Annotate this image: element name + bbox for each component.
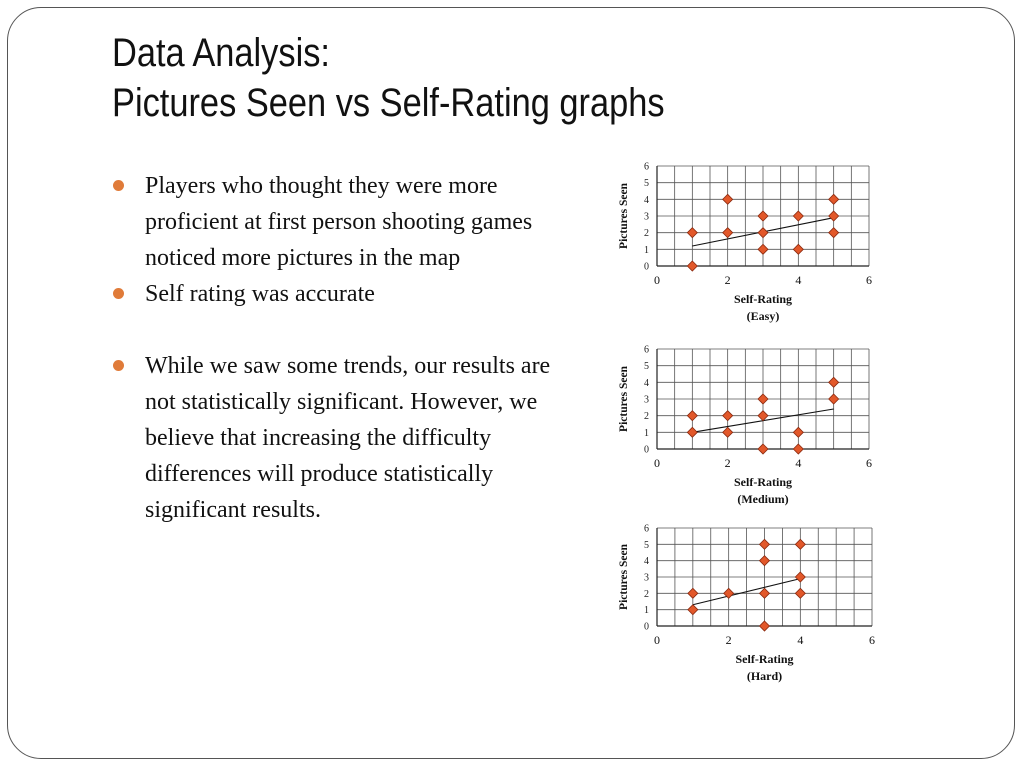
scatter-chart-medium: 0 1 2 3 4 5 6 0 2 4 6 Self-Rating (Medium) Pictures S… xyxy=(618,345,872,507)
y-tick-label: 1 xyxy=(644,245,649,256)
data-point xyxy=(828,210,840,222)
bullet-dot-icon xyxy=(113,180,124,191)
y-tick-label: 2 xyxy=(644,411,649,422)
x-axis-label: Self-Rating xyxy=(734,292,792,306)
slide-title-line-1: Data Analysis: xyxy=(112,31,330,75)
y-tick-label: 0 xyxy=(644,262,649,273)
bullet-item-3: While we saw some trends, our results ar… xyxy=(112,348,557,528)
data-point xyxy=(722,426,734,438)
y-tick-label: 5 xyxy=(644,361,649,372)
data-point xyxy=(757,210,769,222)
y-tick-label: 4 xyxy=(644,378,649,389)
data-point xyxy=(828,376,840,388)
x-axis-sublabel: (Medium) xyxy=(737,492,788,506)
data-point xyxy=(757,410,769,422)
y-axis-label: Pictures Seen xyxy=(618,543,630,610)
y-tick-label: 6 xyxy=(644,162,649,173)
y-tick-label: 0 xyxy=(644,445,649,456)
y-axis-label: Pictures Seen xyxy=(618,182,630,249)
data-point xyxy=(687,587,699,599)
bullet-list: Players who thought they were more profi… xyxy=(112,168,557,528)
data-point xyxy=(792,443,804,455)
bullet-text-1: Players who thought they were more profi… xyxy=(145,173,533,271)
y-tick-label: 3 xyxy=(644,573,649,584)
y-tick-label: 0 xyxy=(644,622,649,633)
data-point xyxy=(722,193,734,205)
bullet-item-2: Self rating was accurate xyxy=(112,276,557,312)
bullet-item-1: Players who thought they were more profi… xyxy=(112,168,557,276)
data-point xyxy=(828,227,840,239)
data-point xyxy=(757,393,769,405)
data-point xyxy=(757,443,769,455)
slide-frame xyxy=(7,7,1015,759)
data-point xyxy=(792,426,804,438)
x-axis-sublabel: (Hard) xyxy=(747,669,782,683)
x-tick-label: 6 xyxy=(866,273,872,287)
y-tick-label: 3 xyxy=(644,395,649,406)
y-tick-label: 5 xyxy=(644,540,649,551)
data-point xyxy=(758,620,771,632)
data-point xyxy=(686,426,698,438)
scatter-chart-hard: 0 1 2 3 4 5 6 0 2 4 6 Self-Rating (Hard) Pictures See… xyxy=(618,524,875,684)
y-tick-label: 6 xyxy=(644,345,649,356)
bullet-text-2: Self rating was accurate xyxy=(145,281,375,307)
bullet-dot-icon xyxy=(113,288,124,299)
slide-title-line-2: Pictures Seen vs Self-Rating graphs xyxy=(112,81,665,125)
y-tick-label: 4 xyxy=(644,556,649,567)
x-tick-label: 4 xyxy=(797,633,803,647)
data-point xyxy=(722,410,734,422)
x-tick-label: 0 xyxy=(654,456,660,470)
bullet-dot-icon xyxy=(113,360,124,371)
data-point xyxy=(687,604,699,616)
x-tick-label: 6 xyxy=(869,633,875,647)
y-tick-label: 4 xyxy=(644,195,649,206)
data-point xyxy=(723,587,735,599)
data-point xyxy=(794,538,806,550)
data-point xyxy=(758,538,771,550)
x-tick-label: 6 xyxy=(866,456,872,470)
data-point xyxy=(686,227,698,239)
y-tick-label: 2 xyxy=(644,228,649,239)
data-point xyxy=(794,587,806,599)
y-tick-label: 3 xyxy=(644,212,649,223)
x-axis-sublabel: (Easy) xyxy=(747,309,780,323)
bullet-text-3: While we saw some trends, our results ar… xyxy=(145,353,551,523)
scatter-chart-easy: 0 1 2 3 4 5 6 0 2 4 6 Self-Rating (Easy) Pictures See… xyxy=(618,162,872,324)
data-point xyxy=(828,193,840,205)
data-point xyxy=(794,571,806,583)
data-point xyxy=(686,410,698,422)
y-tick-label: 1 xyxy=(644,428,649,439)
y-tick-label: 2 xyxy=(644,589,649,600)
y-tick-label: 5 xyxy=(644,178,649,189)
x-tick-label: 2 xyxy=(726,633,732,647)
x-tick-label: 0 xyxy=(654,633,660,647)
data-point xyxy=(757,227,769,239)
data-point xyxy=(686,260,698,272)
y-tick-label: 6 xyxy=(644,524,649,535)
x-tick-label: 0 xyxy=(654,273,660,287)
y-tick-label: 1 xyxy=(644,605,649,616)
trend-line xyxy=(692,578,801,606)
data-point xyxy=(758,587,771,599)
x-tick-label: 4 xyxy=(795,273,801,287)
data-point xyxy=(722,227,734,239)
data-point xyxy=(792,210,804,222)
y-axis-label: Pictures Seen xyxy=(618,365,630,432)
x-tick-label: 2 xyxy=(725,456,731,470)
x-tick-label: 2 xyxy=(725,273,731,287)
x-axis-label: Self-Rating xyxy=(736,652,794,666)
data-point xyxy=(757,243,769,255)
x-axis-label: Self-Rating xyxy=(734,475,792,489)
data-point xyxy=(758,555,771,567)
x-tick-label: 4 xyxy=(795,456,801,470)
data-point xyxy=(792,243,804,255)
slide-title: Data Analysis: Pictures Seen vs Self-Rat… xyxy=(112,28,852,128)
data-point xyxy=(828,393,840,405)
